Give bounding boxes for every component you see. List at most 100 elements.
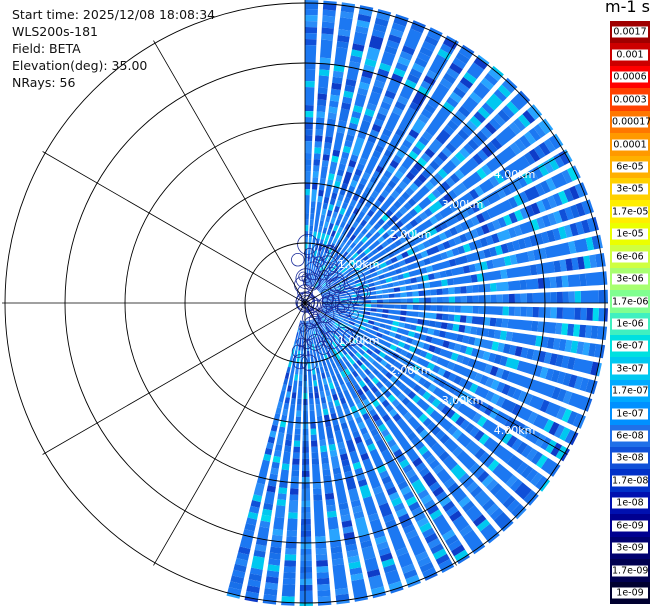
ray-gates <box>310 9 392 280</box>
ray-gates <box>445 269 453 277</box>
ray-gates <box>316 342 380 522</box>
ray-gates <box>326 344 362 405</box>
ray-gates <box>331 177 557 291</box>
ray-gates <box>359 145 546 269</box>
ray-gates <box>326 323 520 513</box>
ray-gates <box>314 282 319 289</box>
near-field-clutter <box>317 255 338 277</box>
ray-gates <box>312 350 349 511</box>
ray-gates <box>346 288 395 298</box>
ray-gates <box>339 312 589 392</box>
colorbar-tick-label: 1.7e-05 <box>612 206 649 218</box>
colorbar-segment: 3e-09 <box>610 536 650 560</box>
ray-gates <box>392 339 567 420</box>
colorbar-segment: 1e-09 <box>610 581 650 605</box>
ray-gates <box>342 129 451 258</box>
ray-gates <box>323 326 471 508</box>
ray-gates <box>371 360 481 456</box>
colorbar-segment: 1.7e-09 <box>610 559 650 583</box>
ray-gates <box>382 223 390 231</box>
ray-gates <box>335 593 350 602</box>
ray-gates <box>408 150 419 161</box>
ray-gates <box>313 325 409 557</box>
ray-gates <box>320 118 426 279</box>
ray-gates <box>315 337 368 488</box>
ray-gates <box>335 353 351 376</box>
ray-gates <box>394 379 537 504</box>
ray-gates <box>318 125 517 292</box>
ray-gates <box>342 199 357 223</box>
colorbar-segment: 1e-07 <box>610 402 650 426</box>
ray-gates <box>362 219 419 262</box>
ray-gates <box>322 271 608 302</box>
ray-gates <box>514 306 551 319</box>
ray-gates <box>332 28 404 219</box>
ray-gates <box>305 320 332 606</box>
ray-gates <box>328 329 512 530</box>
colorbar-tick-label: 1.7e-09 <box>612 565 649 577</box>
colorbar-segment: 0.0017 <box>610 21 650 44</box>
ray-gates <box>352 362 475 513</box>
ray-gates <box>413 192 437 214</box>
range-label-lower: 1.00km <box>338 334 380 347</box>
colorbar-tick-label: 0.0006 <box>612 71 648 83</box>
near-field-clutter <box>307 334 324 351</box>
colorbar-segment: 0.0001 <box>610 133 650 157</box>
ray-gates <box>477 470 490 483</box>
ray-gates <box>306 57 331 280</box>
ray-gates <box>323 317 548 490</box>
ray-gates <box>316 250 321 257</box>
ray-gates <box>315 330 413 568</box>
near-field-clutter <box>319 244 338 264</box>
ray-gates <box>476 167 487 180</box>
colorbar-segment: 0.001 <box>610 43 650 67</box>
ray-gates <box>323 289 608 304</box>
ray-gates <box>376 332 550 413</box>
ray-gates <box>528 148 541 162</box>
ray-gates <box>310 94 340 256</box>
ray-gates <box>327 227 517 296</box>
ray-gates <box>458 105 471 118</box>
ray-gates <box>321 309 500 391</box>
colorbar-segment: 3e-06 <box>610 267 650 291</box>
ray-gates <box>348 358 356 365</box>
ray-gates <box>309 320 386 599</box>
ray-gates <box>502 306 509 316</box>
ray-gates <box>305 129 313 136</box>
ray-gates <box>322 253 606 301</box>
ray-gates <box>344 202 586 291</box>
ray-gates <box>330 175 379 257</box>
colorbar-segment: 1.7e-06 <box>610 290 650 313</box>
ray-gates <box>503 190 569 226</box>
colorbar-tick-label: 0.0017 <box>612 26 648 38</box>
ray-gates <box>361 84 512 244</box>
near-field-clutter <box>302 339 313 350</box>
ray-gates <box>328 238 589 299</box>
ray-gates <box>312 27 443 288</box>
ray-gates <box>308 31 368 286</box>
ray-gates <box>399 172 444 215</box>
colorbar-segment: 1e-06 <box>610 312 650 336</box>
colorbar-tick-label: 1e-06 <box>612 318 648 330</box>
ray-gates <box>285 350 304 555</box>
ray-gates <box>356 332 500 420</box>
ray-gates <box>313 35 459 288</box>
ray-gates <box>339 291 346 295</box>
colorbar-tick-label: 6e-05 <box>612 161 648 173</box>
ray-gates <box>474 448 486 460</box>
ray-gates <box>346 276 563 301</box>
ray-gates <box>227 337 298 596</box>
ray-gates <box>331 325 539 506</box>
range-label-upper: 4.00km <box>494 168 536 181</box>
ray-gates <box>446 210 563 258</box>
ray-gates <box>561 323 581 337</box>
ray-gates <box>387 438 436 510</box>
ray-gates <box>418 413 428 423</box>
ray-gates <box>393 448 439 515</box>
colorbar-segment: 1.7e-05 <box>610 200 650 224</box>
colorbar-tick-label: 3e-08 <box>612 452 648 464</box>
ray-gates <box>300 345 313 573</box>
ray-gates <box>431 121 522 199</box>
near-field-clutter <box>310 307 320 317</box>
ray-gates <box>361 169 539 272</box>
